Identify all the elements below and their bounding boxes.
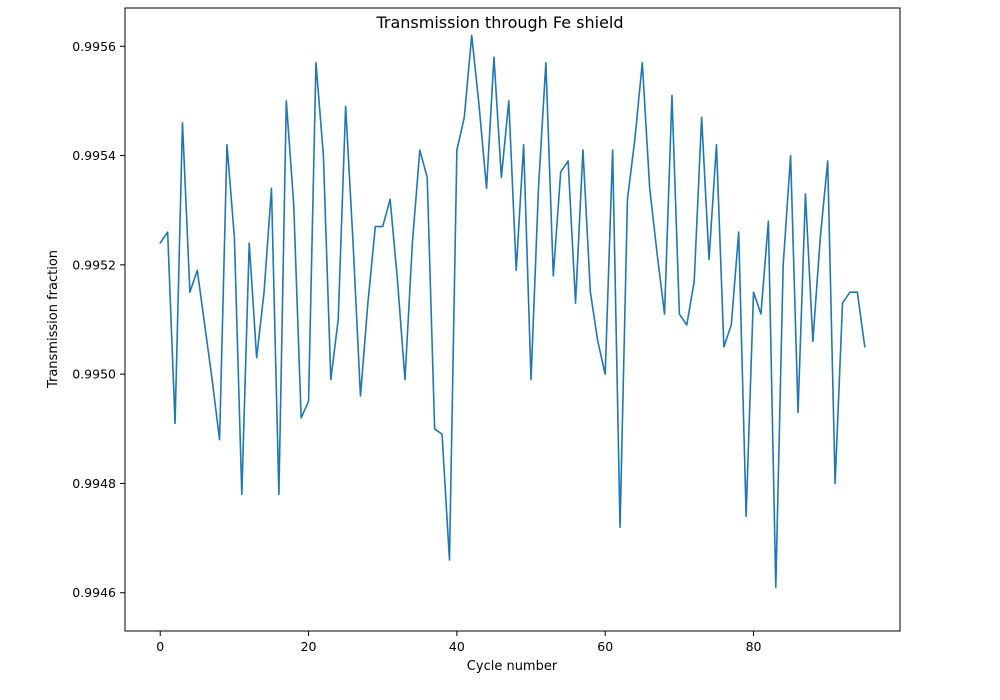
y-tick-label: 0.9956 <box>72 39 116 54</box>
x-axis-ticks: 0 20 40 60 80 <box>156 631 762 654</box>
x-axis-label: Cycle number <box>467 659 558 674</box>
x-tick-label: 80 <box>746 639 762 654</box>
y-axis-label: Transmission fraction <box>46 250 61 389</box>
y-tick-label: 0.9954 <box>72 148 116 163</box>
y-tick-label: 0.9950 <box>72 367 116 382</box>
y-tick-label: 0.9952 <box>72 257 116 272</box>
x-tick-label: 0 <box>156 639 164 654</box>
y-tick-label: 0.9948 <box>72 476 116 491</box>
x-tick-label: 60 <box>597 639 613 654</box>
series-line-transmission <box>159 34 866 589</box>
y-tick-label: 0.9946 <box>72 585 116 600</box>
x-tick-label: 20 <box>301 639 317 654</box>
y-axis-ticks: 0.9946 0.9948 0.9950 0.9952 0.9954 0.9956 <box>72 39 125 600</box>
axes-frame <box>124 7 901 632</box>
x-tick-label: 40 <box>449 639 465 654</box>
chart-title: Transmission through Fe shield <box>375 13 623 32</box>
